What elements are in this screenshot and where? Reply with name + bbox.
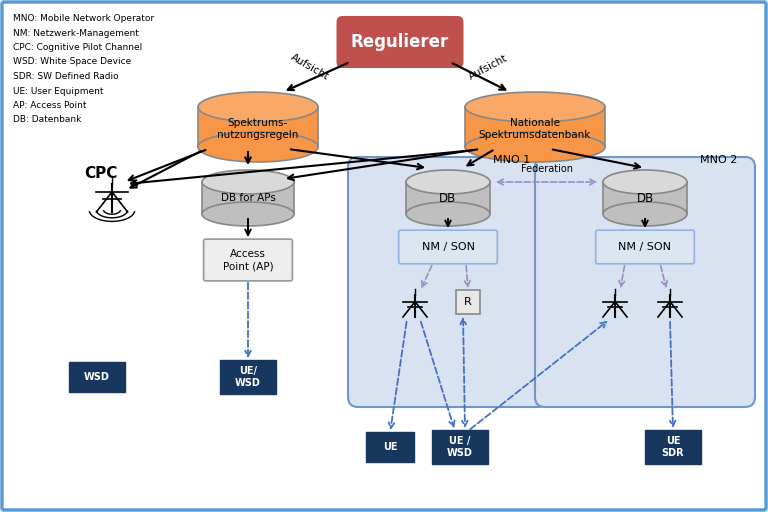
Text: Access
Point (AP): Access Point (AP) — [223, 249, 273, 271]
Text: UE /
WSD: UE / WSD — [447, 436, 473, 458]
Ellipse shape — [406, 202, 490, 226]
Text: Nationale
Spektrumsdatenbank: Nationale Spektrumsdatenbank — [478, 118, 591, 140]
FancyBboxPatch shape — [366, 432, 414, 462]
Text: CPC: Cognitive Pilot Channel: CPC: Cognitive Pilot Channel — [13, 43, 142, 52]
FancyBboxPatch shape — [432, 430, 488, 464]
Text: UE: User Equipment: UE: User Equipment — [13, 87, 104, 96]
Ellipse shape — [198, 92, 318, 122]
Text: NM / SON: NM / SON — [422, 242, 475, 252]
Text: NM / SON: NM / SON — [618, 242, 671, 252]
FancyBboxPatch shape — [535, 157, 755, 407]
Ellipse shape — [603, 170, 687, 194]
Ellipse shape — [198, 132, 318, 162]
Text: DB for APs: DB for APs — [220, 193, 276, 203]
Text: DB: Datenbank: DB: Datenbank — [13, 116, 81, 124]
Text: AP: Access Point: AP: Access Point — [13, 101, 87, 110]
Text: Aufsicht: Aufsicht — [289, 52, 331, 82]
Polygon shape — [202, 182, 294, 214]
Text: UE
SDR: UE SDR — [662, 436, 684, 458]
Text: SDR: SW Defined Radio: SDR: SW Defined Radio — [13, 72, 118, 81]
FancyBboxPatch shape — [348, 157, 548, 407]
Ellipse shape — [603, 202, 687, 226]
Text: DB: DB — [637, 191, 654, 204]
Text: Aufsicht: Aufsicht — [467, 53, 509, 81]
Ellipse shape — [465, 92, 605, 122]
Text: UE/
WSD: UE/ WSD — [235, 366, 261, 388]
FancyBboxPatch shape — [596, 230, 694, 264]
FancyBboxPatch shape — [69, 362, 125, 392]
Text: MNO: Mobile Network Operator: MNO: Mobile Network Operator — [13, 14, 154, 23]
Ellipse shape — [406, 170, 490, 194]
Text: R: R — [464, 297, 472, 307]
Text: UE: UE — [382, 442, 397, 452]
Text: Regulierer: Regulierer — [351, 33, 449, 51]
FancyBboxPatch shape — [456, 290, 480, 314]
Polygon shape — [465, 107, 605, 147]
Ellipse shape — [465, 132, 605, 162]
Polygon shape — [603, 182, 687, 214]
Text: WSD: White Space Device: WSD: White Space Device — [13, 57, 131, 67]
Text: NM: Netzwerk-Management: NM: Netzwerk-Management — [13, 29, 139, 37]
Text: MNO 2: MNO 2 — [700, 155, 737, 165]
Text: Federation: Federation — [521, 164, 572, 174]
Polygon shape — [406, 182, 490, 214]
FancyBboxPatch shape — [336, 16, 464, 68]
FancyBboxPatch shape — [645, 430, 701, 464]
Ellipse shape — [202, 202, 294, 226]
Polygon shape — [198, 107, 318, 147]
FancyBboxPatch shape — [204, 239, 293, 281]
Text: MNO 1: MNO 1 — [493, 155, 530, 165]
Text: Spektrums-
nutzungsregeln: Spektrums- nutzungsregeln — [217, 118, 299, 140]
FancyBboxPatch shape — [220, 360, 276, 394]
Text: DB: DB — [439, 191, 457, 204]
Text: WSD: WSD — [84, 372, 110, 382]
Ellipse shape — [202, 170, 294, 194]
FancyBboxPatch shape — [399, 230, 498, 264]
Text: CPC: CPC — [84, 166, 118, 181]
